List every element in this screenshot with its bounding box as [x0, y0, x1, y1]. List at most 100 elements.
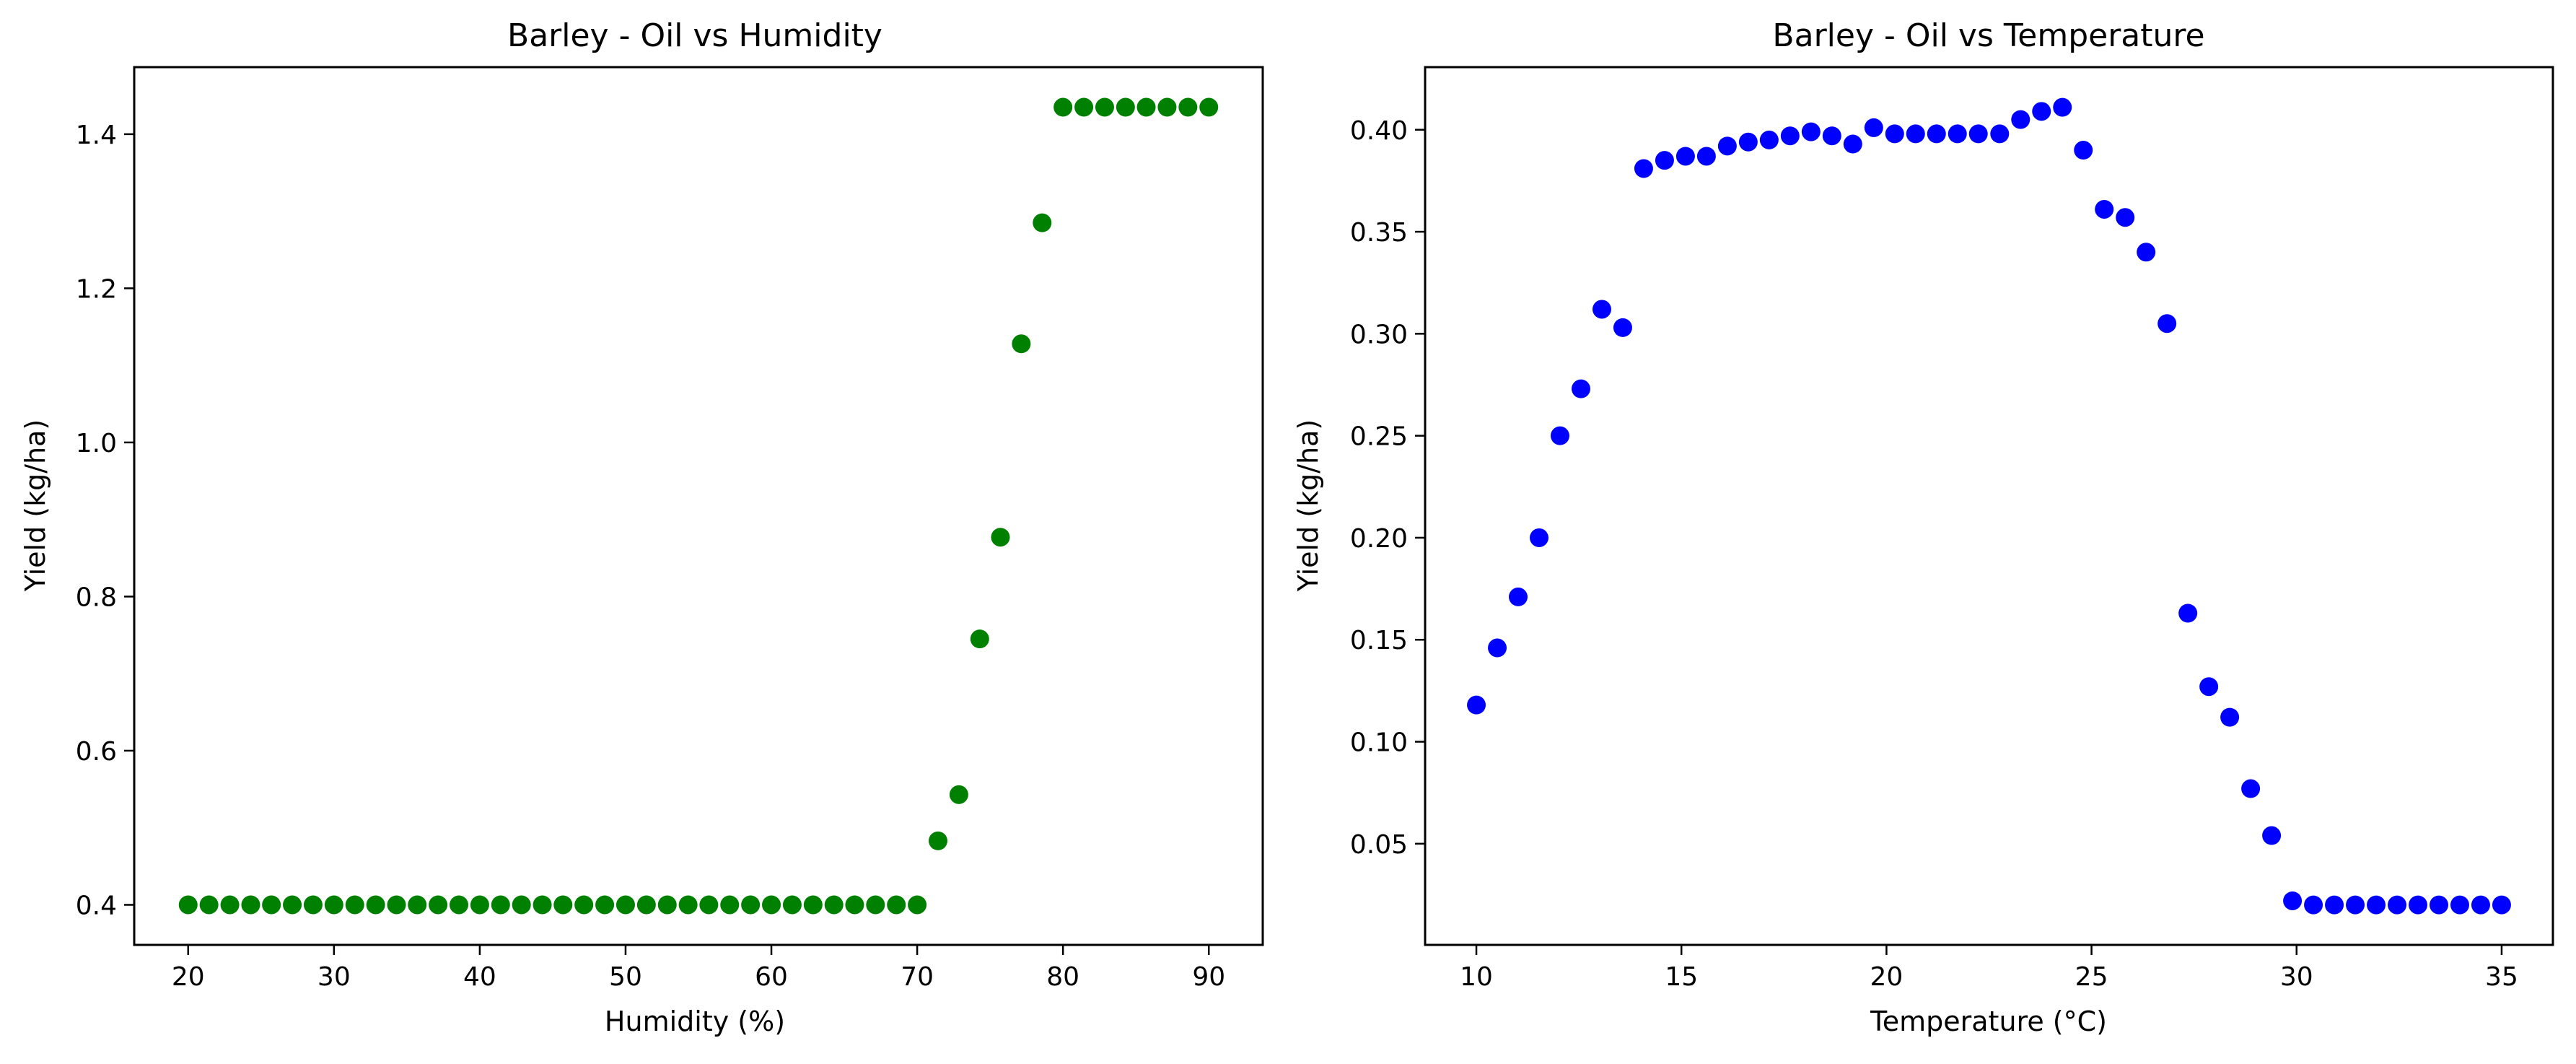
- data-point: [1116, 97, 1135, 117]
- data-point: [199, 895, 219, 915]
- data-point: [1053, 97, 1073, 117]
- data-point: [1675, 147, 1695, 166]
- data-point: [553, 895, 573, 915]
- data-point: [366, 895, 385, 915]
- plot-frame: [133, 66, 1264, 946]
- data-point: [2220, 707, 2240, 727]
- data-point: [303, 895, 323, 915]
- axis-ticks: 10 15 20 25 30 35 0.05 0.10 0.15 0.20 0.25 0.30 0.35…: [1350, 116, 2518, 992]
- data-point: [1634, 159, 1653, 178]
- data-point: [782, 895, 802, 915]
- data-point: [866, 895, 885, 915]
- data-point: [2262, 826, 2282, 845]
- data-point: [491, 895, 510, 915]
- data-point: [1178, 97, 1198, 117]
- plot-frame: [1424, 66, 2554, 946]
- data-point: [699, 895, 719, 915]
- data-point: [1033, 213, 1052, 232]
- data-point: [1948, 124, 1967, 144]
- data-point: [1095, 97, 1114, 117]
- data-points: [1467, 97, 2511, 915]
- data-point: [595, 895, 615, 915]
- data-point: [970, 629, 989, 649]
- data-point: [1990, 124, 2010, 144]
- y-tick-label: 1.2: [76, 274, 117, 304]
- data-point: [720, 895, 740, 915]
- data-point: [741, 895, 761, 915]
- data-point: [2409, 895, 2428, 915]
- chart-title: Barley - Oil vs Humidity: [507, 17, 882, 54]
- y-tick-label: 0.30: [1350, 320, 1408, 349]
- y-tick-label: 1.4: [76, 121, 117, 150]
- data-point: [533, 895, 552, 915]
- data-point: [283, 895, 302, 915]
- data-point: [615, 895, 635, 915]
- data-point: [2011, 110, 2030, 129]
- data-point: [345, 895, 364, 915]
- x-axis-label: Temperature (°C): [1870, 1006, 2107, 1037]
- x-tick-label: 60: [755, 962, 788, 992]
- y-tick-label: 0.40: [1350, 116, 1408, 146]
- data-point: [1906, 124, 1925, 144]
- data-point: [2074, 141, 2093, 160]
- y-tick-label: 0.8: [76, 583, 117, 612]
- data-point: [678, 895, 698, 915]
- y-axis-label: Yield (kg/ha): [1292, 419, 1324, 593]
- y-tick-label: 0.15: [1350, 626, 1408, 655]
- data-point: [636, 895, 656, 915]
- data-point: [324, 895, 343, 915]
- data-point: [2199, 677, 2219, 697]
- data-point: [1843, 134, 1862, 154]
- data-point: [1509, 587, 1528, 606]
- data-point: [762, 895, 781, 915]
- humidity-panel: Barley - Oil vs Humidity Humidity (%) Yi…: [19, 17, 1264, 1037]
- data-point: [178, 895, 198, 915]
- x-tick-label: 30: [317, 962, 351, 992]
- y-tick-label: 0.05: [1350, 830, 1408, 860]
- data-point: [657, 895, 677, 915]
- x-tick-label: 25: [2075, 962, 2108, 992]
- data-point: [2283, 891, 2303, 910]
- data-point: [1136, 97, 1156, 117]
- x-tick-label: 20: [172, 962, 205, 992]
- x-tick-label: 90: [1192, 962, 1225, 992]
- data-point: [887, 895, 906, 915]
- data-point: [512, 895, 531, 915]
- data-point: [1927, 124, 1946, 144]
- data-point: [1822, 126, 1841, 146]
- x-tick-label: 30: [2280, 962, 2313, 992]
- data-point: [1074, 97, 1094, 117]
- data-point: [908, 895, 927, 915]
- x-tick-label: 20: [1870, 962, 1903, 992]
- data-point: [2095, 199, 2114, 219]
- data-point: [2471, 895, 2490, 915]
- y-tick-label: 0.35: [1350, 218, 1408, 248]
- data-point: [2178, 603, 2198, 623]
- data-point: [824, 895, 844, 915]
- data-point: [574, 895, 594, 915]
- y-tick-label: 0.20: [1350, 524, 1408, 554]
- data-point: [991, 528, 1010, 547]
- data-point: [1571, 379, 1590, 398]
- x-tick-label: 70: [901, 962, 934, 992]
- data-point: [2137, 243, 2156, 262]
- x-tick-label: 50: [609, 962, 642, 992]
- data-point: [2429, 895, 2448, 915]
- data-point: [429, 895, 448, 915]
- data-point: [2325, 895, 2344, 915]
- data-point: [2492, 895, 2511, 915]
- data-point: [1467, 695, 1486, 715]
- data-point: [387, 895, 406, 915]
- data-point: [2241, 779, 2261, 798]
- data-point: [2450, 895, 2469, 915]
- data-point: [1655, 151, 1674, 170]
- data-point: [1550, 426, 1569, 445]
- x-tick-label: 80: [1046, 962, 1079, 992]
- data-point: [1012, 334, 1031, 354]
- chart-title: Barley - Oil vs Temperature: [1772, 17, 2204, 54]
- data-point: [450, 895, 469, 915]
- data-point: [262, 895, 281, 915]
- temperature-panel: Barley - Oil vs Temperature Temperature …: [1292, 17, 2554, 1037]
